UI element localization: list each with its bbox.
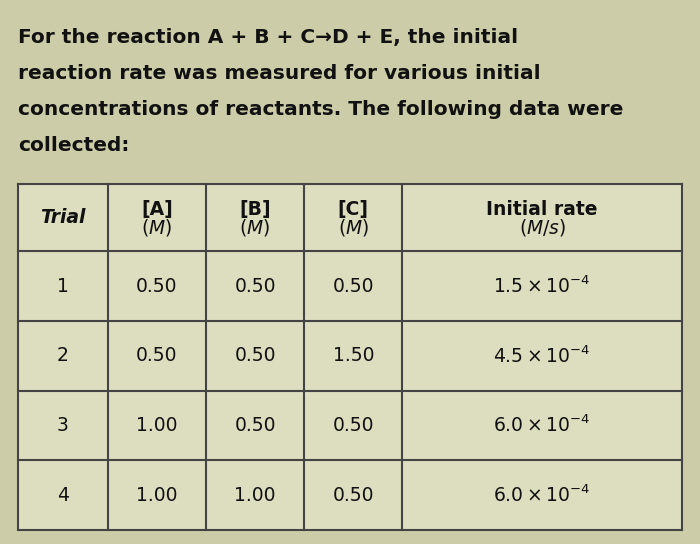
- Text: 1.50: 1.50: [332, 347, 374, 366]
- Text: $(M/s)$: $(M/s)$: [519, 217, 566, 238]
- Text: Trial: Trial: [40, 208, 85, 227]
- Bar: [18, 184, 682, 530]
- Text: 0.50: 0.50: [234, 277, 276, 296]
- Text: $6.0\times10^{-4}$: $6.0\times10^{-4}$: [494, 485, 591, 506]
- Text: [C]: [C]: [338, 200, 369, 219]
- Text: 0.50: 0.50: [332, 277, 374, 296]
- Text: [B]: [B]: [239, 200, 271, 219]
- Text: reaction rate was measured for various initial: reaction rate was measured for various i…: [18, 64, 540, 83]
- Text: For the reaction A + B + C→D + E, the initial: For the reaction A + B + C→D + E, the in…: [18, 28, 518, 47]
- Text: $6.0\times10^{-4}$: $6.0\times10^{-4}$: [494, 415, 591, 436]
- Text: $4.5\times10^{-4}$: $4.5\times10^{-4}$: [494, 345, 591, 367]
- Text: 3: 3: [57, 416, 69, 435]
- Text: 1.00: 1.00: [234, 486, 276, 505]
- Text: $1.5\times10^{-4}$: $1.5\times10^{-4}$: [494, 276, 591, 297]
- Text: 4: 4: [57, 486, 69, 505]
- Text: [A]: [A]: [141, 200, 173, 219]
- Text: 1.00: 1.00: [136, 486, 178, 505]
- Text: $(M)$: $(M)$: [337, 217, 369, 238]
- Text: 0.50: 0.50: [234, 347, 276, 366]
- Text: 0.50: 0.50: [136, 347, 178, 366]
- Text: 1.00: 1.00: [136, 416, 178, 435]
- Text: Initial rate: Initial rate: [486, 200, 598, 219]
- Text: $(M)$: $(M)$: [239, 217, 271, 238]
- Text: 1: 1: [57, 277, 69, 296]
- Text: 0.50: 0.50: [332, 486, 374, 505]
- Text: 2: 2: [57, 347, 69, 366]
- Text: 0.50: 0.50: [332, 416, 374, 435]
- Text: $(M)$: $(M)$: [141, 217, 172, 238]
- Text: concentrations of reactants. The following data were: concentrations of reactants. The followi…: [18, 100, 624, 119]
- Text: collected:: collected:: [18, 136, 130, 155]
- Text: 0.50: 0.50: [136, 277, 178, 296]
- Text: 0.50: 0.50: [234, 416, 276, 435]
